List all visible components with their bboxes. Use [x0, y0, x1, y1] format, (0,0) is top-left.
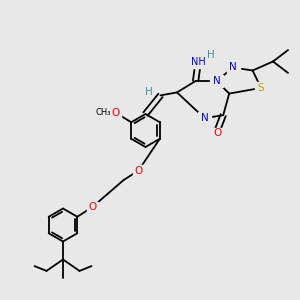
FancyBboxPatch shape: [133, 165, 144, 176]
Text: H: H: [207, 50, 215, 60]
Text: O: O: [112, 108, 120, 118]
Text: O: O: [213, 128, 221, 138]
FancyBboxPatch shape: [110, 107, 121, 118]
FancyBboxPatch shape: [87, 202, 98, 212]
FancyBboxPatch shape: [198, 112, 211, 124]
Text: N: N: [213, 76, 220, 86]
Text: N: N: [201, 113, 208, 123]
Text: O: O: [134, 166, 142, 176]
FancyBboxPatch shape: [255, 82, 267, 94]
FancyBboxPatch shape: [212, 128, 223, 139]
FancyBboxPatch shape: [190, 56, 206, 68]
Text: H: H: [145, 87, 153, 97]
Text: CH₃: CH₃: [95, 107, 111, 116]
FancyBboxPatch shape: [210, 75, 223, 87]
FancyBboxPatch shape: [226, 61, 240, 74]
Text: S: S: [258, 83, 264, 93]
Text: N: N: [229, 62, 237, 73]
Text: NH: NH: [190, 57, 206, 67]
Text: O: O: [88, 202, 96, 212]
